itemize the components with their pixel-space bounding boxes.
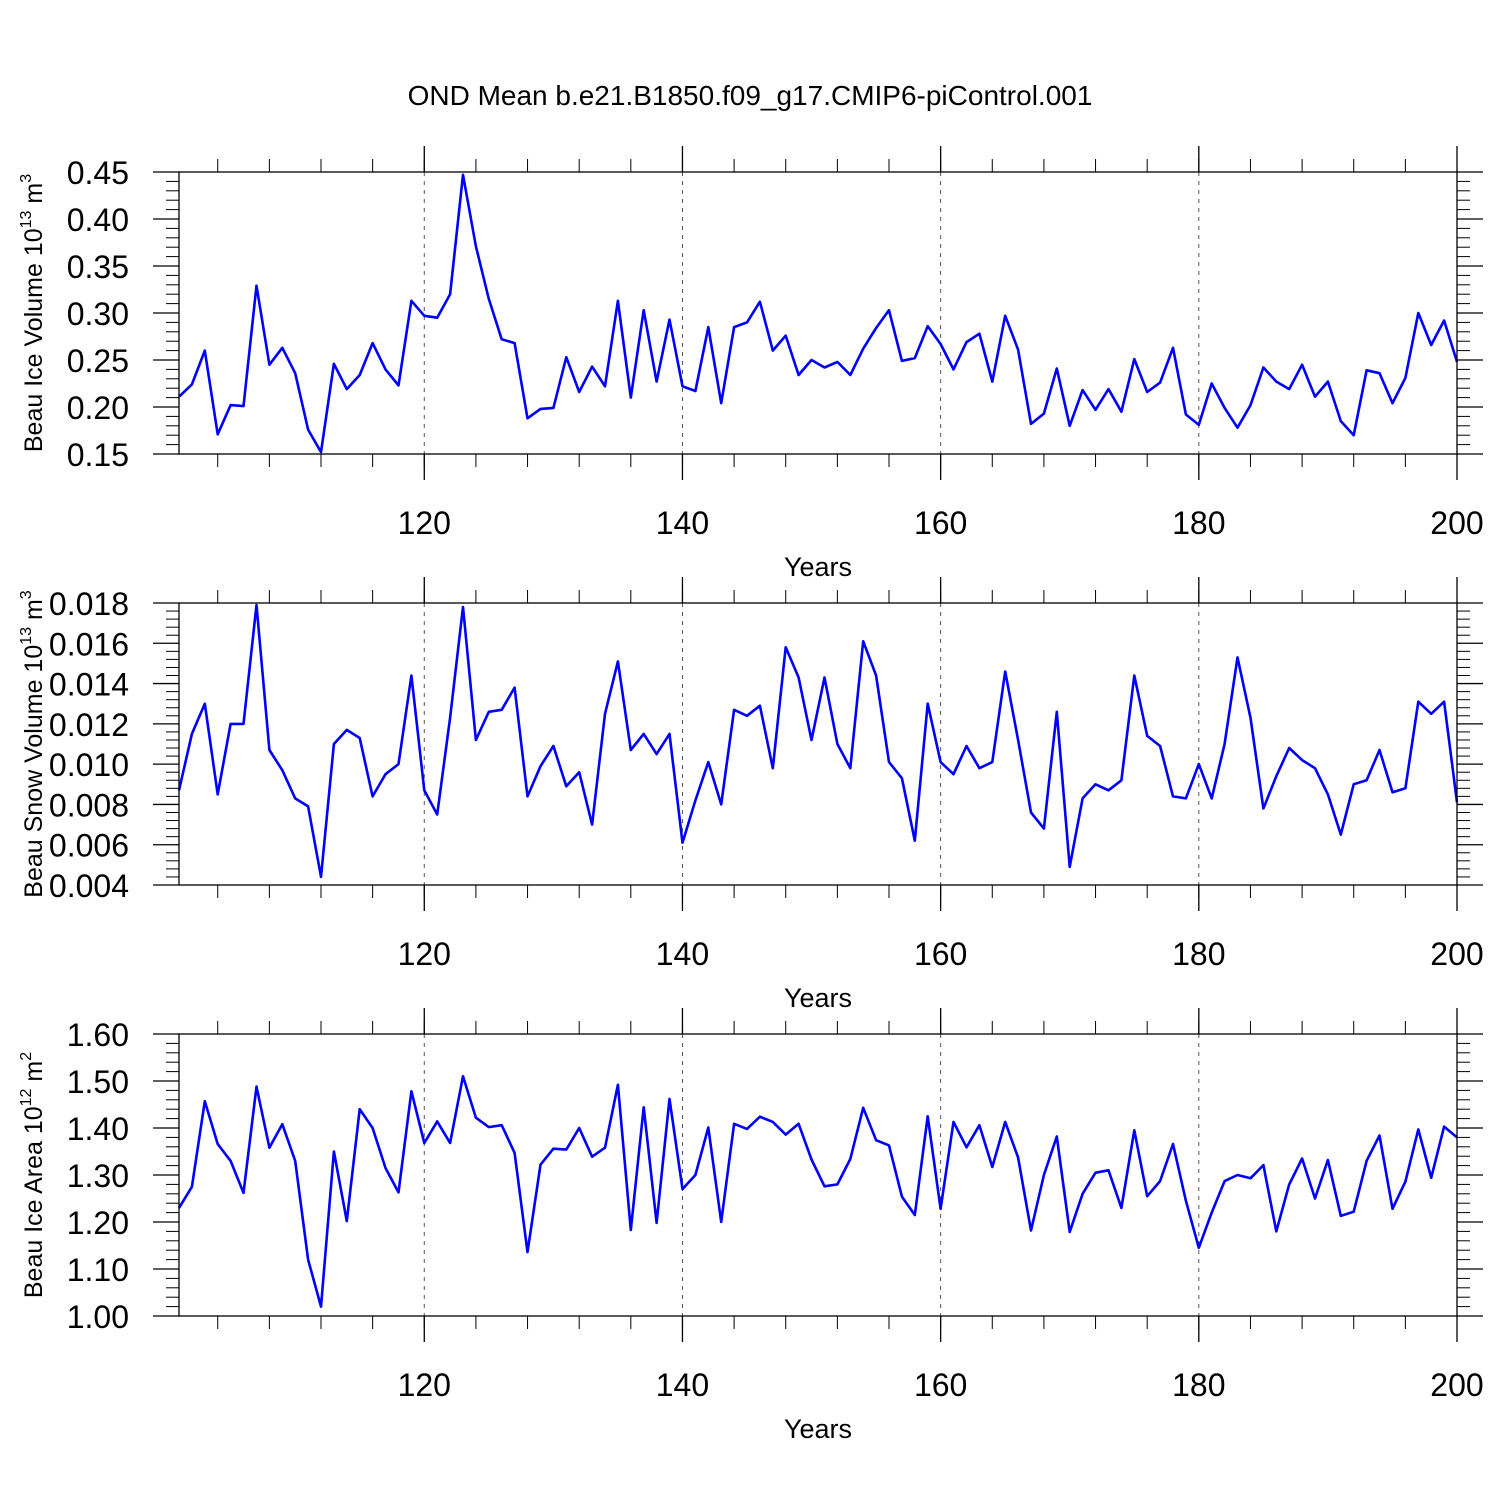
panel-2-plot-frame [178,602,1458,886]
panel-2-x-tick-label: 140 [656,936,709,972]
panel-3-y-tick-label: 1.40 [67,1111,129,1147]
panel-1-x-tick-label: 120 [398,505,451,541]
panel-2-x-tick-label: 120 [398,936,451,972]
panel-1-y-tick-label: 0.30 [67,296,129,332]
panel-1-y-tick-label: 0.25 [67,343,129,379]
panel-1-plot-frame [178,171,1458,455]
panel-3-x-tick-label: 160 [914,1367,967,1403]
panel-3-series-line [177,1075,1458,1308]
panel-3-x-tick-label: 120 [398,1367,451,1403]
panel-3-x-tick-label: 200 [1430,1367,1483,1403]
panel-1-x-tick-label: 200 [1430,505,1483,541]
panel-3-y-tick-label: 1.60 [67,1017,129,1053]
panel-2-y-tick-label: 0.004 [49,868,129,904]
panel-2-x-tick-label: 160 [914,936,967,972]
chart-title: OND Mean b.e21.B1850.f09_g17.CMIP6-piCon… [407,80,1093,111]
panel-3-y-tick-label: 1.50 [67,1064,129,1100]
panel-1-y-tick-label: 0.45 [67,155,129,191]
panel-1-x-tick-label: 180 [1172,505,1225,541]
panel-2-y-tick-label: 0.006 [49,828,129,864]
panel-1-y-tick-label: 0.35 [67,249,129,285]
panel-2-x-tick-label: 180 [1172,936,1225,972]
panel-3-y-axis-label: Beau Ice Area 1012 m2 [18,1052,48,1298]
panel-2-y-tick-label: 0.012 [49,707,129,743]
panel-1-x-tick-label: 140 [656,505,709,541]
panel-3-y-tick-label: 1.10 [67,1252,129,1288]
panel-2-y-tick-label: 0.008 [49,787,129,823]
panel-2-series-line [177,603,1459,879]
panel-1-y-axis-label: Beau Ice Volume 1013 m3 [18,174,48,452]
panel-3-x-tick-label: 140 [656,1367,709,1403]
panel-2-x-axis-label: Years [784,983,852,1013]
panel-3-plot-frame [178,1033,1458,1317]
panel-1-x-tick-label: 160 [914,505,967,541]
panel-1-x-axis-label: Years [784,552,852,582]
panel-2-y-tick-label: 0.018 [49,586,129,622]
panel-3-x-axis-label: Years [784,1414,852,1444]
panel-2-y-axis-label: Beau Snow Volume 1013 m3 [18,590,48,898]
panel-2-y-tick-label: 0.010 [49,747,129,783]
panel-1-series-line [178,173,1459,454]
panel-1-y-tick-label: 0.15 [67,437,129,473]
panel-2-y-tick-label: 0.014 [49,667,129,703]
panel-1-y-tick-label: 0.40 [67,202,129,238]
panel-3-x-tick-label: 180 [1172,1367,1225,1403]
panel-3-y-tick-label: 1.20 [67,1205,129,1241]
panel-1-y-tick-label: 0.20 [67,390,129,426]
panel-2-x-tick-label: 200 [1430,936,1483,972]
panel-2-y-tick-label: 0.016 [49,626,129,662]
panel-3-y-tick-label: 1.00 [67,1299,129,1335]
panel-3-y-tick-label: 1.30 [67,1158,129,1194]
